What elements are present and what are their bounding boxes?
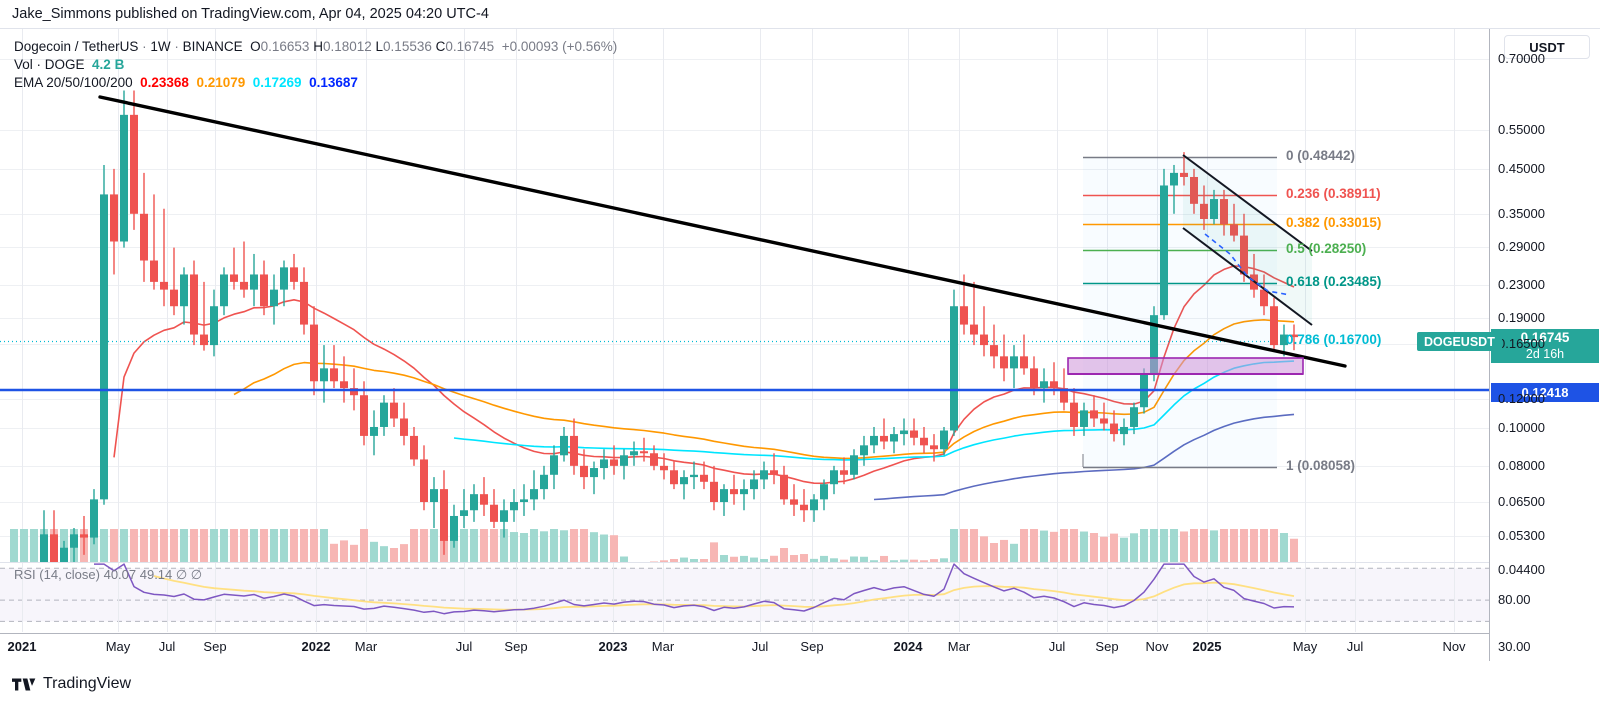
attribution-line: Jake_Simmons published on TradingView.co… bbox=[0, 0, 1600, 28]
bar-countdown: 2d 16h bbox=[1525, 347, 1565, 361]
ohlc-h-value: 0.18012 bbox=[322, 39, 372, 54]
symbol-legend[interactable]: Dogecoin / TetherUS · 1W · BINANCE O0.16… bbox=[14, 39, 618, 54]
ema200-value: 0.13687 bbox=[309, 75, 358, 90]
time-tick: Sep bbox=[800, 639, 824, 654]
tradingview-mark-icon bbox=[12, 678, 36, 690]
pane-separator bbox=[0, 562, 1489, 563]
price-tick: 0.04400 bbox=[1498, 562, 1545, 577]
currency-pill[interactable]: USDT bbox=[1504, 35, 1590, 59]
time-tick: Sep bbox=[504, 639, 528, 654]
ema-label: EMA 20/50/100/200 bbox=[14, 75, 133, 90]
fib-level-0: 0 (0.48442) bbox=[1286, 148, 1356, 163]
rsi-series bbox=[0, 563, 1489, 632]
change-value: +0.00093 (+0.56%) bbox=[501, 39, 618, 54]
symbol-name: Dogecoin / TetherUS bbox=[14, 39, 139, 54]
price-tick: 30.00 bbox=[1498, 639, 1531, 654]
rsi-legend[interactable]: RSI (14, close) 40.07 49.14 ∅ ∅ bbox=[14, 567, 203, 582]
last-price-value: 0.16745 bbox=[1520, 330, 1570, 345]
price-tick: 0.12000 bbox=[1498, 391, 1545, 406]
price-tick: 80.00 bbox=[1498, 592, 1531, 607]
ema100-value: 0.17269 bbox=[252, 75, 302, 90]
time-tick: Mar bbox=[947, 639, 971, 654]
main-price-pane[interactable]: Dogecoin / TetherUS · 1W · BINANCE O0.16… bbox=[0, 29, 1489, 562]
time-tick: 2025 bbox=[1192, 639, 1222, 654]
time-tick: Jul bbox=[158, 639, 176, 654]
ohlc-l-label: L bbox=[375, 39, 384, 54]
time-tick: Nov bbox=[1442, 639, 1466, 654]
tradingview-logo[interactable]: TradingView bbox=[12, 675, 131, 693]
volume-label: Vol · DOGE bbox=[14, 57, 85, 72]
price-tick: 0.70000 bbox=[1498, 51, 1545, 66]
time-tick: 2021 bbox=[7, 639, 37, 654]
time-tick: Sep bbox=[203, 639, 227, 654]
time-tick: 2024 bbox=[893, 639, 923, 654]
ema50-value: 0.21079 bbox=[196, 75, 246, 90]
volume-series bbox=[10, 529, 1298, 562]
chart-frame: Dogecoin / TetherUS · 1W · BINANCE O0.16… bbox=[0, 28, 1600, 662]
ohlc-l-value: 0.15536 bbox=[383, 39, 432, 54]
ohlc-c-label: C bbox=[435, 39, 446, 54]
time-tick: Jul bbox=[1048, 639, 1066, 654]
exchange-label: BINANCE bbox=[182, 39, 243, 54]
interval-label: 1W bbox=[150, 39, 171, 54]
time-axis[interactable]: 2021 May Jul Sep 2022 Mar Jul Sep 2023 Mar Jul Sep 2… bbox=[0, 633, 1489, 662]
ohlc-o-label: O bbox=[250, 39, 261, 54]
time-tick: Mar bbox=[354, 639, 378, 654]
symbol-price-tag[interactable]: DOGEUSDT bbox=[1417, 332, 1502, 351]
price-tick: 0.10000 bbox=[1498, 420, 1545, 435]
ohlc-h-label: H bbox=[313, 39, 323, 54]
price-tick: 0.06500 bbox=[1498, 494, 1545, 509]
time-tick: Mar bbox=[651, 639, 675, 654]
last-price-badge[interactable]: 0.16745 2d 16h bbox=[1491, 329, 1599, 363]
price-tick: 0.05300 bbox=[1498, 528, 1545, 543]
price-tick: 0.23000 bbox=[1498, 277, 1545, 292]
ohlc-c-value: 0.16745 bbox=[445, 39, 495, 54]
time-tick: Nov bbox=[1145, 639, 1169, 654]
rsi-pane[interactable]: RSI (14, close) 40.07 49.14 ∅ ∅ bbox=[0, 563, 1489, 632]
time-tick: May bbox=[105, 639, 131, 654]
price-axis[interactable]: USDT 0.16745 2d 16h 0.12418 0.70000 0.550… bbox=[1489, 29, 1600, 661]
price-tick: 0.29000 bbox=[1498, 239, 1545, 254]
price-tick: 0.45000 bbox=[1498, 161, 1545, 176]
fib-level-0-236: 0.236 (0.38911) bbox=[1286, 186, 1381, 201]
volume-legend[interactable]: Vol · DOGE 4.2 B bbox=[14, 57, 124, 72]
price-tick: 0.35000 bbox=[1498, 206, 1545, 221]
time-tick: May bbox=[1292, 639, 1318, 654]
time-tick: Jul bbox=[455, 639, 473, 654]
ema-legend[interactable]: EMA 20/50/100/200 0.23368 0.21079 0.1726… bbox=[14, 75, 358, 90]
time-tick: Jul bbox=[751, 639, 769, 654]
price-tick: 0.19000 bbox=[1498, 310, 1545, 325]
volume-value: 4.2 B bbox=[92, 57, 125, 72]
drawing-tools-overlay[interactable] bbox=[0, 29, 1489, 562]
ema20-value: 0.23368 bbox=[140, 75, 189, 90]
price-tick: 0.16500 bbox=[1498, 336, 1545, 351]
ohlc-o-value: 0.16653 bbox=[260, 39, 310, 54]
fib-level-0-786: 0.786 (0.16700) bbox=[1286, 332, 1382, 347]
fib-level-0-618: 0.618 (0.23485) bbox=[1286, 274, 1382, 289]
blue-level-badge[interactable]: 0.12418 bbox=[1491, 383, 1599, 402]
fib-level-1: 1 (0.08058) bbox=[1286, 458, 1356, 473]
time-tick: 2023 bbox=[598, 639, 628, 654]
time-tick: Jul bbox=[1346, 639, 1364, 654]
time-tick: 2022 bbox=[301, 639, 331, 654]
footer: TradingView bbox=[0, 660, 1600, 708]
tradingview-wordmark: TradingView bbox=[43, 675, 132, 692]
price-tick: 0.55000 bbox=[1498, 122, 1545, 137]
fib-level-0-382: 0.382 (0.33015) bbox=[1286, 215, 1382, 230]
time-tick: Sep bbox=[1095, 639, 1119, 654]
fib-level-0-5: 0.5 (0.28250) bbox=[1286, 241, 1367, 256]
price-tick: 0.08000 bbox=[1498, 458, 1545, 473]
